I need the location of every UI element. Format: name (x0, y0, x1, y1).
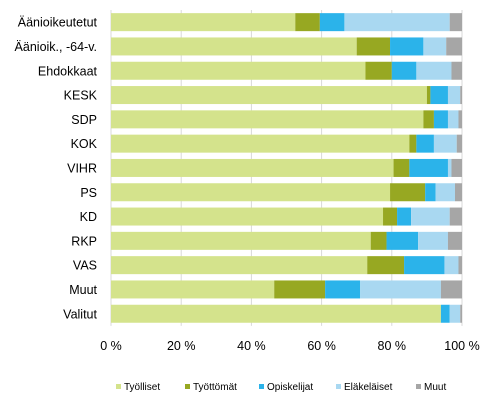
bar-segment (111, 134, 410, 153)
bar-segment (449, 207, 462, 226)
bar-segment (430, 86, 448, 105)
bar-segment (451, 61, 462, 80)
x-tick-label: 80 % (378, 339, 407, 353)
legend: Työlliset Työttömät Opiskelijat Eläkeläiset… (116, 382, 446, 393)
bar-segment (111, 37, 357, 56)
bar-segment (418, 231, 448, 250)
bar-segment (409, 134, 417, 153)
bars (111, 13, 462, 323)
x-tick-labels: 0 % 20 % 40 % 60 % 80 % 100 % (100, 339, 480, 353)
legend-swatch (116, 384, 121, 389)
bar-segment (111, 110, 424, 129)
legend-swatch (416, 384, 421, 389)
bar-segment (426, 86, 431, 105)
bar-segment (111, 304, 441, 323)
legend-swatch (185, 384, 190, 389)
x-tick-label: 60 % (307, 339, 336, 353)
bar-segment (416, 134, 434, 153)
bar-segment (111, 280, 275, 299)
bar-segment (423, 37, 447, 56)
category-label: KESK (64, 89, 98, 103)
legend-swatch (336, 384, 341, 389)
category-label: VAS (73, 259, 97, 273)
bar-segment (460, 86, 462, 105)
bar-segment (447, 110, 459, 129)
x-tick-label: 40 % (237, 339, 266, 353)
bar-segment (325, 280, 361, 299)
category-label: Äänioik., -64-v. (15, 40, 97, 54)
bar-segment (319, 13, 345, 32)
bar-segment (454, 183, 462, 202)
x-tick-label: 100 % (444, 339, 479, 353)
bar-segment (344, 13, 450, 32)
bar-segment (356, 37, 391, 56)
bar-segment (440, 280, 462, 299)
category-label: VIHR (67, 161, 97, 175)
bar-segment (451, 158, 462, 177)
bar-segment (433, 134, 457, 153)
category-label: PS (80, 186, 97, 200)
bar-segment (423, 110, 434, 129)
bar-segment (446, 37, 462, 56)
bar-segment (393, 158, 410, 177)
bar-segment (111, 256, 368, 275)
bar-segment (111, 231, 371, 250)
bar-segment (416, 61, 452, 80)
bar-segment (295, 13, 320, 32)
category-label: KOK (71, 137, 98, 151)
bar-segment (111, 207, 384, 226)
bar-segment (435, 183, 455, 202)
category-label: Valitut (63, 307, 97, 321)
bar-segment (365, 61, 392, 80)
bar-segment (456, 134, 462, 153)
bar-segment (111, 158, 394, 177)
bar-segment (447, 231, 462, 250)
legend-label: Työlliset (124, 382, 160, 393)
legend-label: Opiskelijat (267, 382, 313, 393)
bar-segment (411, 207, 450, 226)
category-label: Ehdokkaat (38, 64, 98, 78)
bar-segment (367, 256, 405, 275)
category-label: Äänioikeutetut (18, 16, 98, 30)
bar-segment (440, 304, 450, 323)
bar-segment (447, 158, 452, 177)
x-tick-label: 0 % (100, 339, 122, 353)
bar-segment (447, 86, 461, 105)
bar-segment (449, 304, 461, 323)
category-label: Muut (69, 283, 97, 297)
x-tick-label: 20 % (167, 339, 196, 353)
legend-label: Eläkeläiset (344, 382, 393, 393)
bar-segment (390, 37, 424, 56)
bar-segment (458, 110, 462, 129)
bar-segment (111, 86, 427, 105)
bar-segment (460, 304, 462, 323)
bar-segment (111, 183, 391, 202)
bar-segment (360, 280, 441, 299)
bar-segment (386, 231, 419, 250)
bar-segment (370, 231, 387, 250)
bar-segment (383, 207, 398, 226)
legend-swatch (259, 384, 264, 389)
bar-segment (433, 110, 448, 129)
bar-segment (425, 183, 436, 202)
bar-segment (409, 158, 448, 177)
legend-label: Muut (424, 382, 446, 393)
bar-segment (391, 61, 417, 80)
legend-label: Työttömät (193, 382, 237, 393)
bar-segment (390, 183, 426, 202)
bar-segment (404, 256, 445, 275)
bar-segment (397, 207, 412, 226)
category-label: SDP (71, 113, 97, 127)
category-labels: Äänioikeutetut Äänioik., -64-v. Ehdokkaat K… (15, 16, 98, 322)
bar-segment (449, 13, 462, 32)
bar-segment (274, 280, 326, 299)
bar-segment (111, 61, 366, 80)
bar-segment (111, 13, 296, 32)
bar-segment (444, 256, 459, 275)
bar-segment (458, 256, 462, 275)
category-label: RKP (71, 234, 97, 248)
category-label: KD (80, 210, 97, 224)
